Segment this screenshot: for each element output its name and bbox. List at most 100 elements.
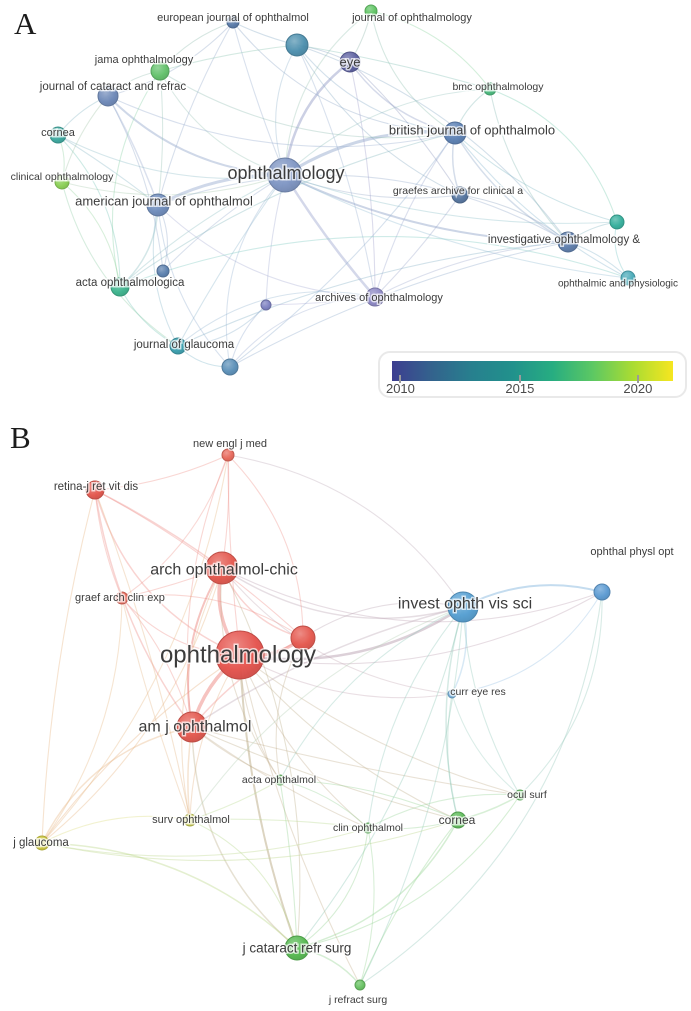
node-label-clinical-ophthalmology: clinical ophthalmology — [11, 171, 114, 183]
edge — [279, 779, 459, 821]
edge — [107, 95, 164, 272]
edge — [162, 174, 286, 272]
node-label-journal-of-ophthalmology: journal of ophthalmology — [351, 12, 472, 24]
node-investigative-ophthalmology — [557, 231, 579, 253]
node-american-journal-of-ophthalmol — [146, 193, 170, 217]
node-label-j-refract-surg: j refract surg — [328, 994, 388, 1006]
node-label-acta-ophthalmologica: acta ophthalmologica — [76, 277, 185, 289]
node-label-clin-ophthalmol: clin ophthalmol — [333, 822, 403, 834]
edge — [157, 174, 569, 243]
node-graef-arch-clin-exp — [115, 591, 129, 605]
edge — [57, 134, 286, 179]
edge — [302, 602, 464, 639]
legend-tick-label: 2015 — [505, 381, 535, 396]
edge — [61, 181, 179, 347]
node-label-cornea-b: cornea — [439, 813, 476, 827]
edge — [232, 21, 286, 176]
node-retina-j-ret-vit-dis — [85, 480, 105, 500]
node-cornea-a — [49, 126, 67, 144]
edge — [519, 591, 603, 796]
edge — [359, 591, 603, 986]
node-graefes-archive-for-clinical-a — [451, 186, 469, 204]
edge — [239, 654, 298, 949]
edge — [229, 241, 569, 368]
edge — [238, 605, 465, 661]
edge — [367, 793, 521, 829]
edge — [57, 134, 159, 206]
edge — [191, 726, 459, 821]
edge — [41, 842, 298, 949]
edge — [177, 174, 286, 347]
edge — [284, 174, 569, 243]
edge — [239, 654, 521, 796]
edge — [94, 489, 123, 599]
edge — [177, 291, 376, 347]
edge — [61, 181, 121, 288]
edge — [107, 95, 159, 206]
edge — [447, 693, 459, 821]
edge — [152, 204, 179, 347]
node-label-j-glaucoma: j glaucoma — [12, 837, 69, 849]
edge — [451, 591, 603, 695]
edge — [454, 132, 618, 223]
edge — [191, 726, 521, 796]
edge — [296, 606, 464, 949]
edge — [181, 567, 223, 821]
edge — [41, 726, 193, 844]
edge — [119, 236, 629, 288]
edge — [186, 454, 229, 728]
node-european-journal-of-ophthalmol — [226, 15, 240, 29]
edge — [41, 597, 123, 844]
node-label-journal-of-cataract-and-refrac: journal of cataract and refrac — [39, 81, 187, 93]
edge — [359, 606, 464, 986]
node-ophthalmology-a — [267, 157, 303, 193]
edge — [367, 819, 459, 830]
edge — [459, 194, 569, 243]
node-j-glaucoma — [34, 835, 50, 851]
edge — [279, 606, 464, 781]
node-j-refract-surg — [354, 979, 366, 991]
edge — [239, 654, 369, 829]
edge — [374, 194, 461, 298]
edge — [187, 567, 223, 728]
edge — [61, 174, 286, 196]
edge — [189, 819, 298, 949]
edge — [296, 44, 461, 196]
node-clin-ophthalmol — [362, 822, 374, 834]
node-label-ocul-surf: ocul surf — [507, 789, 547, 801]
edge — [283, 173, 377, 299]
edge — [296, 44, 456, 134]
node-curr-eye-res — [447, 689, 457, 699]
edge — [221, 567, 603, 623]
edge — [284, 10, 372, 176]
node-ophthalmic-and-physiologic — [620, 270, 636, 286]
edge — [94, 454, 229, 491]
node-journal-of-cataract-and-refrac — [97, 85, 119, 107]
edge — [229, 132, 456, 368]
edge — [191, 726, 298, 949]
edge — [119, 132, 456, 288]
node-label-acta-ophthalmol: acta ophthalmol — [242, 774, 316, 786]
node-label-journal-of-glaucoma: journal of glaucoma — [133, 339, 235, 351]
node-label-arch-ophthalmol-chic: arch ophthalmol-chic — [150, 562, 298, 579]
edge — [41, 654, 241, 844]
node-cornea-b — [449, 811, 467, 829]
edge — [41, 819, 459, 862]
edge — [349, 61, 456, 134]
edge — [296, 794, 521, 949]
node-label-curr-eye-res: curr eye res — [450, 686, 505, 698]
edge — [239, 654, 459, 821]
edge — [296, 819, 459, 949]
node-label-graef-arch-clin-exp: graef arch clin exp — [75, 592, 165, 604]
edge — [462, 606, 521, 796]
panel-b-label: B — [10, 420, 31, 455]
edge — [489, 88, 569, 243]
node-j-cataract-refr-surg — [284, 935, 310, 961]
edge — [221, 567, 301, 949]
node-ophthal-physl-opt — [593, 583, 611, 601]
edge — [159, 70, 286, 176]
edge — [284, 174, 618, 224]
edge — [94, 489, 193, 728]
